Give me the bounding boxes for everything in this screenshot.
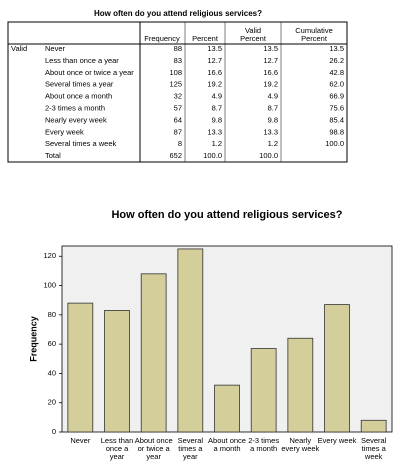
cell: 42.8 [329, 68, 344, 77]
row-label: Several times a year [45, 80, 114, 89]
y-tick-label: 80 [48, 310, 56, 319]
cell: 19.2 [263, 80, 278, 89]
cell: 8.7 [212, 103, 222, 112]
table-title: How often do you attend religious servic… [94, 9, 262, 18]
cell: 1.2 [268, 139, 278, 148]
row-group: Valid [11, 44, 27, 53]
x-tick-label: Never [70, 436, 91, 445]
cell: 13.5 [207, 44, 222, 53]
cell: 8 [178, 139, 182, 148]
cell: 16.6 [263, 68, 278, 77]
bar [177, 248, 204, 433]
cell: 66.9 [329, 92, 344, 101]
bar [214, 384, 240, 433]
cell: 13.3 [207, 127, 222, 136]
bar [360, 419, 387, 433]
bar [250, 348, 277, 433]
cell: 9.8 [212, 115, 222, 124]
cell: 13.3 [263, 127, 278, 136]
x-tick-label: Every week [318, 436, 357, 445]
cell: 12.7 [207, 56, 222, 65]
bar [104, 310, 130, 433]
x-tick-label: Nearly every week [281, 436, 319, 453]
y-tick-label: 20 [48, 398, 56, 407]
row-label: Total [45, 151, 61, 160]
column-header: Cumulative Percent [295, 26, 333, 43]
cell: 100.0 [259, 151, 278, 160]
cell: 4.9 [212, 92, 222, 101]
cell: 9.8 [268, 115, 278, 124]
x-tick-label: 2-3 times a month [248, 436, 279, 453]
row-label: Nearly every week [45, 115, 107, 124]
row-label: About once a month [45, 92, 112, 101]
row-label: Several times a week [45, 139, 117, 148]
row-label: About once or twice a year [45, 68, 134, 77]
y-tick-label: 100 [43, 281, 56, 290]
cell: 87 [174, 127, 182, 136]
cell: 125 [169, 80, 182, 89]
bar [287, 337, 314, 433]
x-tick-label: About once or twice a year [135, 436, 173, 461]
cell: 8.7 [268, 103, 278, 112]
bar [324, 304, 350, 433]
bar [140, 273, 167, 433]
cell: 652 [169, 151, 182, 160]
cell: 98.8 [329, 127, 344, 136]
x-tick-label: Several times a year [178, 436, 204, 461]
column-header: Frequency [144, 34, 180, 43]
table-border [7, 21, 348, 163]
cell: 13.5 [263, 44, 278, 53]
cell: 85.4 [329, 115, 344, 124]
x-tick-label: Several times a week [361, 436, 387, 461]
row-label: Every week [45, 127, 84, 136]
cell: 13.5 [329, 44, 344, 53]
cell: 100.0 [203, 151, 222, 160]
y-tick-label: 40 [48, 368, 56, 377]
y-tick-label: 120 [43, 251, 56, 260]
cell: 62.0 [329, 80, 344, 89]
x-tick-label: Less than once a year [101, 436, 134, 461]
x-tick-label: About once a month [208, 436, 246, 453]
cell: 26.2 [329, 56, 344, 65]
y-tick-label: 0 [52, 427, 56, 436]
chart-title: How often do you attend religious servic… [111, 209, 342, 221]
cell: 32 [174, 92, 182, 101]
cell: 12.7 [263, 56, 278, 65]
row-label: Less than once a year [45, 56, 119, 65]
cell: 83 [174, 56, 182, 65]
bar [67, 302, 94, 433]
cell: 16.6 [207, 68, 222, 77]
row-label: Never [45, 44, 66, 53]
cell: 88 [174, 44, 182, 53]
cell: 75.6 [329, 103, 344, 112]
column-header: Valid Percent [240, 26, 267, 43]
y-axis-label: Frequency [28, 316, 38, 362]
cell: 108 [169, 68, 182, 77]
cell: 19.2 [207, 80, 222, 89]
y-tick-label: 60 [48, 339, 56, 348]
cell: 1.2 [212, 139, 222, 148]
column-header: Percent [192, 34, 219, 43]
cell: 4.9 [268, 92, 278, 101]
cell: 57 [174, 103, 182, 112]
cell: 100.0 [325, 139, 344, 148]
row-label: 2-3 times a month [45, 103, 105, 112]
cell: 64 [174, 115, 182, 124]
